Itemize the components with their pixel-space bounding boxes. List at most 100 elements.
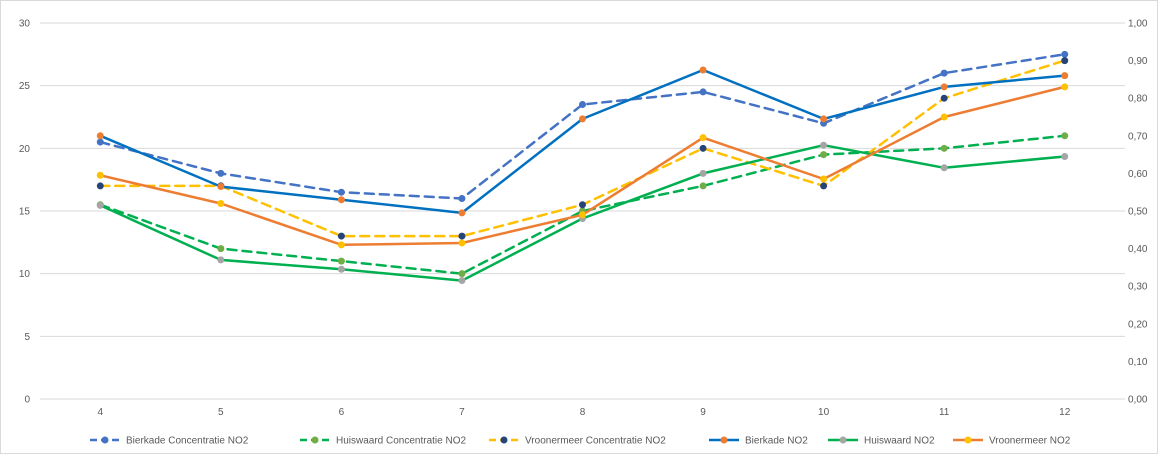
y-left-tick-label: 5	[24, 332, 30, 343]
data-point	[458, 194, 466, 202]
legend-swatch-marker	[964, 436, 972, 444]
y-left-tick-label: 15	[19, 207, 31, 218]
data-point	[699, 66, 707, 74]
data-point	[940, 83, 948, 91]
data-point	[1061, 152, 1069, 160]
data-point	[217, 245, 225, 253]
legend-label: Huiswaard Concentratie NO2	[336, 436, 466, 447]
data-point	[1061, 57, 1069, 65]
data-point	[579, 201, 586, 209]
y-left-tick-label: 10	[19, 269, 31, 280]
series-line	[99, 53, 1066, 200]
data-point	[337, 232, 345, 240]
data-point	[699, 169, 707, 177]
legend-swatch-marker	[311, 436, 319, 444]
x-tick-label: 10	[818, 407, 830, 418]
data-point	[217, 183, 225, 191]
data-point	[458, 209, 466, 217]
data-point	[940, 69, 948, 77]
legend: Bierkade Concentratie NO2 Huiswaard Conce…	[90, 436, 1071, 447]
data-point	[579, 211, 586, 219]
data-point	[579, 100, 586, 108]
data-point	[458, 239, 466, 247]
data-point	[96, 201, 104, 209]
series-line	[99, 134, 1066, 275]
y-right-tick-label: 0,90	[1128, 56, 1148, 67]
data-point	[337, 265, 345, 273]
data-point	[458, 270, 466, 278]
data-point	[337, 241, 345, 249]
data-point	[820, 151, 828, 159]
legend-swatch-marker	[720, 436, 728, 444]
data-point	[940, 144, 948, 152]
data-point	[820, 182, 828, 190]
data-point	[940, 164, 948, 172]
data-point	[337, 257, 345, 265]
data-point	[337, 188, 345, 196]
y-right-tick-label: 0,20	[1128, 319, 1148, 330]
x-tick-label: 6	[339, 407, 345, 418]
legend-label: Bierkade NO2	[745, 436, 808, 447]
legend-item: Huiswaard NO2	[828, 436, 935, 447]
y-left-tick-label: 25	[19, 81, 31, 92]
data-point	[96, 171, 104, 179]
data-point	[1061, 132, 1069, 140]
data-point	[1061, 72, 1069, 80]
series-group	[96, 83, 1069, 249]
legend-swatch-marker	[101, 436, 109, 444]
legend-item: Bierkade Concentratie NO2	[90, 436, 249, 447]
data-point	[820, 141, 828, 149]
y-right-tick-label: 1,00	[1128, 19, 1148, 30]
data-point	[699, 134, 707, 142]
axes: 0 5 10 15 20 25 30 0,00 0,10 0,20 0,30 0,40 0,50 0,60…	[19, 19, 1148, 419]
legend-item: Bierkade NO2	[709, 436, 808, 447]
series	[96, 50, 1069, 285]
data-point	[217, 199, 225, 207]
x-tick-label: 4	[97, 407, 103, 418]
x-tick-label: 9	[700, 407, 706, 418]
y-right-tick-label: 0,00	[1128, 395, 1148, 406]
data-point	[96, 132, 104, 140]
data-point	[96, 182, 104, 190]
y-right-tick-label: 0,80	[1128, 94, 1148, 105]
series-group	[96, 66, 1069, 217]
y-right-tick-label: 0,50	[1128, 207, 1148, 218]
data-point	[1061, 50, 1069, 58]
y-right-tick-label: 0,70	[1128, 131, 1148, 142]
data-point	[820, 175, 828, 183]
legend-item: Vroonermeer NO2	[953, 436, 1071, 447]
y-left-tick-label: 20	[19, 144, 31, 155]
legend-label: Bierkade Concentratie NO2	[126, 436, 249, 447]
x-tick-label: 11	[939, 407, 950, 418]
data-point	[217, 169, 225, 177]
y-right-tick-label: 0,10	[1128, 357, 1148, 368]
legend-swatch-marker	[839, 436, 847, 444]
data-point	[458, 232, 466, 240]
legend-label: Vroonermeer NO2	[989, 436, 1071, 447]
data-point	[96, 138, 104, 146]
data-point	[699, 88, 707, 96]
series-line	[99, 68, 1066, 215]
legend-item: Vroonermeer Concentratie NO2	[489, 436, 666, 447]
data-point	[337, 196, 345, 204]
legend-label: Vroonermeer Concentratie NO2	[525, 436, 666, 447]
series-group	[96, 50, 1069, 202]
data-point	[820, 115, 828, 123]
data-point	[579, 115, 586, 123]
y-right-tick-label: 0,30	[1128, 282, 1148, 293]
data-point	[940, 94, 948, 102]
data-point	[699, 144, 707, 152]
data-point	[940, 113, 948, 121]
data-point	[699, 182, 707, 190]
legend-label: Huiswaard NO2	[864, 436, 935, 447]
gridlines	[40, 22, 1125, 400]
data-point	[458, 277, 466, 285]
data-point	[1061, 83, 1069, 91]
x-tick-label: 5	[218, 407, 224, 418]
data-point	[217, 256, 225, 264]
y-right-tick-label: 0,40	[1128, 244, 1148, 255]
legend-item: Huiswaard Concentratie NO2	[300, 436, 466, 447]
y-left-tick-label: 0	[24, 395, 30, 406]
